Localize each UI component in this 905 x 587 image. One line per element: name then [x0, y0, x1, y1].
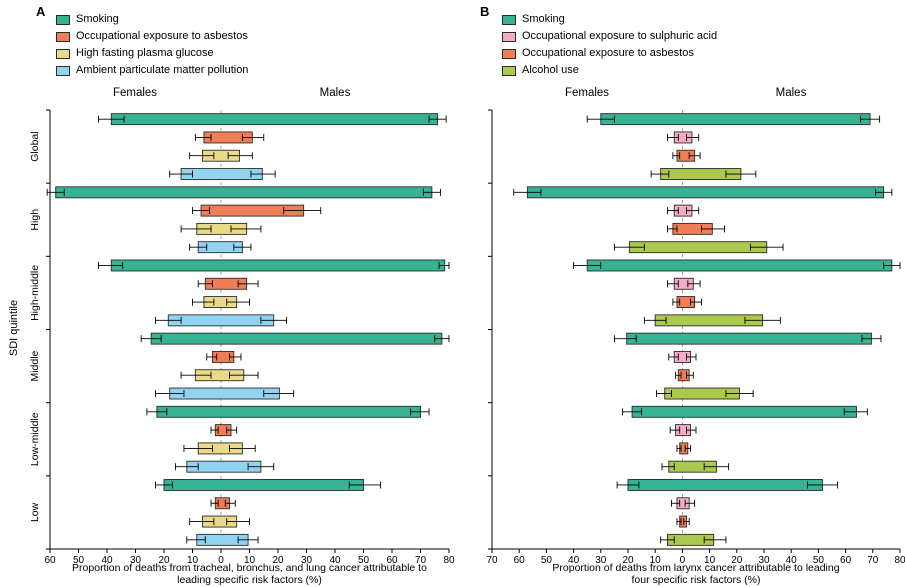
x-tick-label: 70 — [415, 555, 427, 566]
occupational-exposure-to-asbestos-swatch — [56, 31, 70, 42]
high-fasting-plasma-glucose-swatch — [56, 48, 70, 59]
bar-ambient-particulate-matter-pollution-high-middle — [167, 314, 275, 327]
males-label-b: Males — [775, 87, 807, 99]
bar-smoking-high — [55, 186, 433, 199]
bar-smoking-high — [526, 186, 885, 199]
panel-a-label: A — [36, 4, 46, 19]
x-tick-label: 50 — [813, 555, 825, 566]
legend-label: Occupational exposure to asbestos — [522, 47, 694, 59]
x-tick-label: 70 — [867, 555, 879, 566]
x-tick-label: 30 — [130, 555, 142, 566]
x-tick-label: 20 — [272, 555, 284, 566]
legend-label: Occupational exposure to asbestos — [76, 30, 248, 42]
bar-smoking-global — [600, 113, 871, 126]
x-tick-label: 80 — [443, 555, 455, 566]
x-tick-label: 10 — [650, 555, 662, 566]
sdi-group-label-global: Global — [29, 131, 41, 161]
legend-label: Ambient particulate matter pollution — [76, 64, 249, 76]
x-tick-label: 0 — [218, 555, 224, 566]
x-tick-label: 50 — [358, 555, 370, 566]
sdi-group-label-high: High — [29, 209, 41, 231]
legend-label: Smoking — [522, 13, 565, 25]
legend-label: Occupational exposure to sulphuric acid — [522, 30, 718, 42]
x-tick-label: 40 — [786, 555, 798, 566]
bar-smoking-middle — [626, 332, 872, 345]
x-tick-label: 80 — [894, 555, 905, 566]
smoking-swatch — [502, 14, 516, 25]
males-label-a: Males — [319, 87, 351, 99]
bar-smoking-low-middle — [156, 405, 421, 418]
sdi-group-label-low: Low — [29, 502, 41, 522]
x-tick-label: 60 — [514, 555, 526, 566]
x-tick-label: 10 — [704, 555, 716, 566]
x-tick-label: 10 — [187, 555, 199, 566]
x-tick-label: 30 — [301, 555, 313, 566]
x-tick-label: 50 — [73, 555, 85, 566]
sdi-group-label-high-middle: High-middle — [29, 265, 41, 321]
xlabel-panel-b: Proportion of deaths from larynx cancer … — [552, 562, 840, 586]
x-tick-label: 30 — [758, 555, 770, 566]
smoking-swatch — [56, 14, 70, 25]
bar-smoking-low — [627, 479, 823, 491]
legend-item-alcohol-use: Alcohol use — [502, 64, 717, 77]
bar-alcohol-use-high — [628, 241, 768, 254]
x-tick-label: 10 — [244, 555, 256, 566]
legend-item-occupational-exposure-to-asbestos: Occupational exposure to asbestos — [56, 30, 248, 43]
bar-smoking-high-middle — [110, 259, 446, 272]
legend-item-occupational-exposure-to-asbestos: Occupational exposure to asbestos — [502, 47, 717, 60]
x-tick-label: 20 — [731, 555, 743, 566]
sdi-group-label-low-middle: Low-middle — [29, 412, 41, 466]
legend-label: Alcohol use — [522, 64, 579, 76]
occupational-exposure-to-sulphuric-acid-swatch — [502, 31, 516, 42]
x-tick-label: 40 — [568, 555, 580, 566]
legend-item-ambient-particulate-matter-pollution: Ambient particulate matter pollution — [56, 64, 248, 77]
x-tick-label: 40 — [101, 555, 113, 566]
legend-item-smoking: Smoking — [502, 13, 717, 26]
panel-b-label: B — [480, 4, 490, 19]
x-tick-label: 60 — [386, 555, 398, 566]
sdi-group-label-middle: Middle — [29, 350, 41, 381]
legend-label: Smoking — [76, 13, 119, 25]
legend-label: High fasting plasma glucose — [76, 47, 214, 59]
x-tick-label: 20 — [622, 555, 634, 566]
bar-smoking-global — [110, 113, 439, 126]
x-tick-label: 20 — [158, 555, 170, 566]
occupational-exposure-to-asbestos-swatch — [502, 48, 516, 59]
females-label-b: Females — [564, 87, 610, 99]
x-tick-label: 30 — [595, 555, 607, 566]
bar-smoking-middle — [150, 332, 443, 345]
legend-item-occupational-exposure-to-sulphuric-acid: Occupational exposure to sulphuric acid — [502, 30, 717, 43]
bar-smoking-low-middle — [631, 405, 857, 418]
x-tick-label: 50 — [541, 555, 553, 566]
bar-ambient-particulate-matter-pollution-middle — [169, 387, 280, 400]
bar-ambient-particulate-matter-pollution-global — [180, 168, 263, 180]
y-axis-title: SDI quintile — [8, 299, 20, 357]
ambient-particulate-matter-pollution-swatch — [56, 65, 70, 76]
x-tick-label: 70 — [486, 555, 498, 566]
x-tick-label: 0 — [680, 555, 686, 566]
legend-panel-b: Smoking Occupational exposure to sulphuri… — [502, 13, 717, 77]
legend-panel-a: Smoking Occupational exposure to asbestos… — [56, 13, 248, 77]
x-tick-label: 40 — [329, 555, 341, 566]
x-tick-label: 60 — [44, 555, 56, 566]
females-label-a: Females — [112, 87, 158, 99]
bar-smoking-high-middle — [586, 259, 893, 272]
legend-item-high-fasting-plasma-glucose: High fasting plasma glucose — [56, 47, 248, 60]
alcohol-use-swatch — [502, 65, 516, 76]
xlabel-panel-a: Proportion of deaths from tracheal, bron… — [72, 562, 427, 586]
x-tick-label: 60 — [840, 555, 852, 566]
bar-smoking-low — [163, 479, 364, 491]
legend-item-smoking: Smoking — [56, 13, 248, 26]
